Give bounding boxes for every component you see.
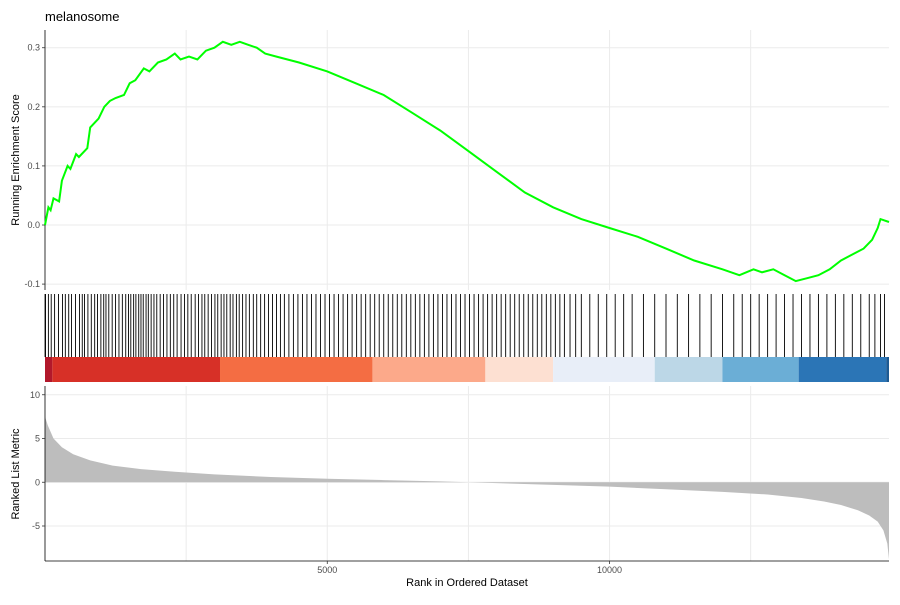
enrichment-gridlines [45, 30, 889, 290]
metric-y-tick-label: 0 [35, 477, 40, 487]
enrichment-y-label: Running Enrichment Score [10, 94, 22, 225]
ranked-metric-area [45, 416, 889, 560]
enrichment-y-tick-label: 0.0 [27, 220, 40, 230]
x-axis-label: Rank in Ordered Dataset [406, 577, 528, 589]
rank-color-segment [372, 357, 486, 382]
chart-title: melanosome [45, 9, 119, 24]
metric-y-tick-label: -5 [32, 521, 40, 531]
rank-color-segment [45, 357, 53, 382]
x-ticks: 5000 10000 [317, 561, 622, 575]
gene-hit-ticks [45, 294, 885, 357]
x-tick-label: 5000 [317, 565, 337, 575]
metric-y-ticks: -5 0 5 10 [30, 390, 45, 531]
rank-color-segment [485, 357, 554, 382]
enrichment-score-line [44, 40, 890, 283]
rank-color-segment [553, 357, 655, 382]
rank-color-segment [220, 357, 373, 382]
rank-color-band [45, 357, 889, 382]
rank-color-segment [798, 357, 887, 382]
hits-panel [44, 294, 885, 357]
enrichment-y-tick-label: -0.1 [24, 279, 40, 289]
rank-color-segment [722, 357, 799, 382]
metric-y-tick-label: 10 [30, 390, 40, 400]
enrichment-y-tick-label: 0.3 [27, 43, 40, 53]
enrichment-y-ticks: -0.1 0.0 0.1 0.2 0.3 [24, 43, 45, 289]
rank-color-segment [886, 357, 889, 382]
ranked-metric-panel: -5 0 5 10 5000 10000 Ranked List Metric [10, 386, 889, 575]
enrichment-panel: -0.1 0.0 0.1 0.2 0.3 Running Enrichment Scor… [10, 30, 890, 290]
metric-y-label: Ranked List Metric [10, 428, 22, 520]
enrichment-y-tick-label: 0.2 [27, 102, 40, 112]
rank-color-segment [654, 357, 723, 382]
metric-y-tick-label: 5 [35, 434, 40, 444]
rank-color-segment [52, 357, 221, 382]
x-tick-label: 10000 [597, 565, 622, 575]
enrichment-y-tick-label: 0.1 [27, 161, 40, 171]
